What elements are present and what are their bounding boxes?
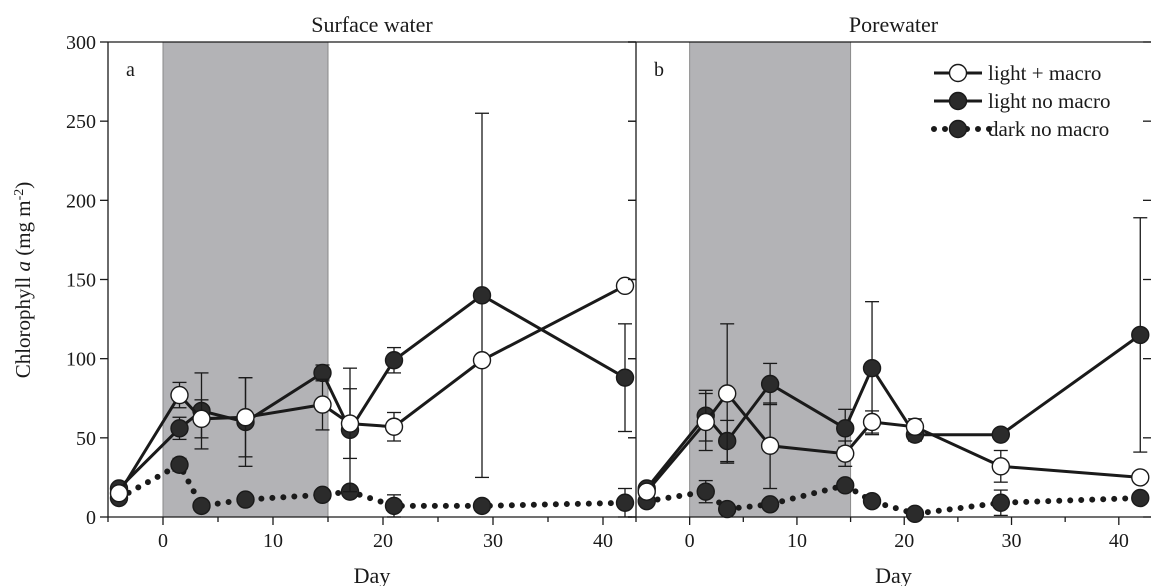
data-point — [862, 412, 882, 432]
series-light-macro — [109, 276, 635, 503]
data-point — [170, 455, 189, 474]
data-point — [236, 490, 255, 509]
data-point — [991, 425, 1010, 444]
data-point — [192, 409, 211, 429]
x-tick-label: 30 — [1002, 530, 1022, 552]
svg-text:Chlorophyll a (mg m-2): Chlorophyll a (mg m-2) — [11, 182, 35, 379]
legend-entry: light + macro — [934, 61, 1101, 85]
data-point — [696, 412, 715, 432]
x-tick-label: 40 — [1109, 530, 1129, 552]
data-point — [109, 484, 129, 503]
legend-marker — [948, 91, 968, 111]
panel-title: Porewater — [849, 12, 939, 37]
data-point — [340, 414, 360, 433]
y-axis-label-italic: a — [11, 261, 35, 272]
x-tick-label: 20 — [373, 530, 393, 552]
x-tick-label: 40 — [593, 530, 613, 552]
data-point — [615, 276, 635, 296]
y-axis-label: Chlorophyll a (mg m-2) — [11, 182, 35, 379]
data-point — [717, 384, 737, 403]
data-point — [862, 491, 882, 511]
data-point — [192, 496, 211, 516]
y-tick-label: 0 — [86, 507, 96, 529]
y-tick-label: 100 — [66, 349, 96, 371]
x-axis-label: Day — [875, 563, 912, 586]
data-point — [696, 482, 715, 501]
data-point — [836, 419, 855, 438]
data-point — [862, 358, 882, 378]
data-point — [836, 444, 855, 463]
data-point — [1131, 325, 1150, 345]
data-point — [384, 496, 404, 516]
data-point — [760, 436, 780, 455]
data-point — [836, 476, 855, 495]
y-tick-label: 300 — [66, 32, 96, 54]
data-point — [615, 493, 635, 512]
data-point — [472, 351, 492, 370]
data-point — [170, 419, 189, 438]
data-point — [905, 504, 925, 524]
y-axis-label-pre: Chlorophyll — [11, 272, 35, 379]
x-tick-label: 30 — [483, 530, 503, 552]
legend-label: light + macro — [988, 61, 1101, 85]
data-point — [384, 417, 404, 436]
x-tick-label: 20 — [894, 530, 914, 552]
data-point — [905, 417, 925, 436]
y-axis-label-close: ) — [11, 182, 35, 189]
legend-entry: light no macro — [934, 89, 1110, 113]
y-axis-label-unit: (mg m — [11, 200, 35, 261]
y-tick-label: 50 — [76, 428, 96, 450]
legend-marker — [948, 63, 968, 83]
panel-b: 0 10 20 30 40 Porewater b Day — [628, 12, 1151, 586]
data-point — [313, 395, 332, 414]
data-point — [760, 495, 780, 514]
data-point — [384, 351, 404, 370]
data-point — [991, 493, 1010, 512]
data-point — [472, 496, 492, 516]
data-point — [615, 368, 635, 387]
panel-letter: b — [654, 59, 664, 81]
data-point — [313, 485, 332, 505]
y-tick-label: 150 — [66, 270, 96, 292]
y-tick-label: 250 — [66, 111, 96, 133]
x-tick-label: 0 — [158, 530, 168, 552]
data-point — [760, 374, 780, 394]
data-point — [717, 499, 737, 519]
data-point — [1131, 468, 1150, 487]
legend-entry: dark no macro — [931, 117, 1109, 141]
data-point — [637, 482, 656, 501]
x-axis-label: Day — [354, 563, 391, 586]
y-tick-label: 200 — [66, 190, 96, 212]
panel-a: 0 50 100 150 200 250 300 0 10 20 30 40 Surface water… — [66, 12, 636, 586]
series-light-macro — [637, 323, 1150, 501]
data-point — [991, 457, 1010, 476]
legend-label: dark no macro — [988, 117, 1109, 141]
panel-letter: a — [126, 59, 135, 81]
x-tick-label: 0 — [685, 530, 695, 552]
panel-title: Surface water — [311, 12, 433, 37]
legend-label: light no macro — [988, 89, 1110, 113]
data-point — [236, 408, 255, 427]
legend-marker — [948, 119, 968, 139]
data-point — [170, 385, 189, 405]
legend: light + macro light no macro dark no macro — [931, 61, 1110, 141]
y-axis-label-sup: -2 — [12, 189, 27, 201]
x-tick-label: 10 — [263, 530, 283, 552]
x-tick-label: 10 — [787, 530, 807, 552]
data-point — [1131, 488, 1150, 508]
data-point — [472, 286, 492, 305]
